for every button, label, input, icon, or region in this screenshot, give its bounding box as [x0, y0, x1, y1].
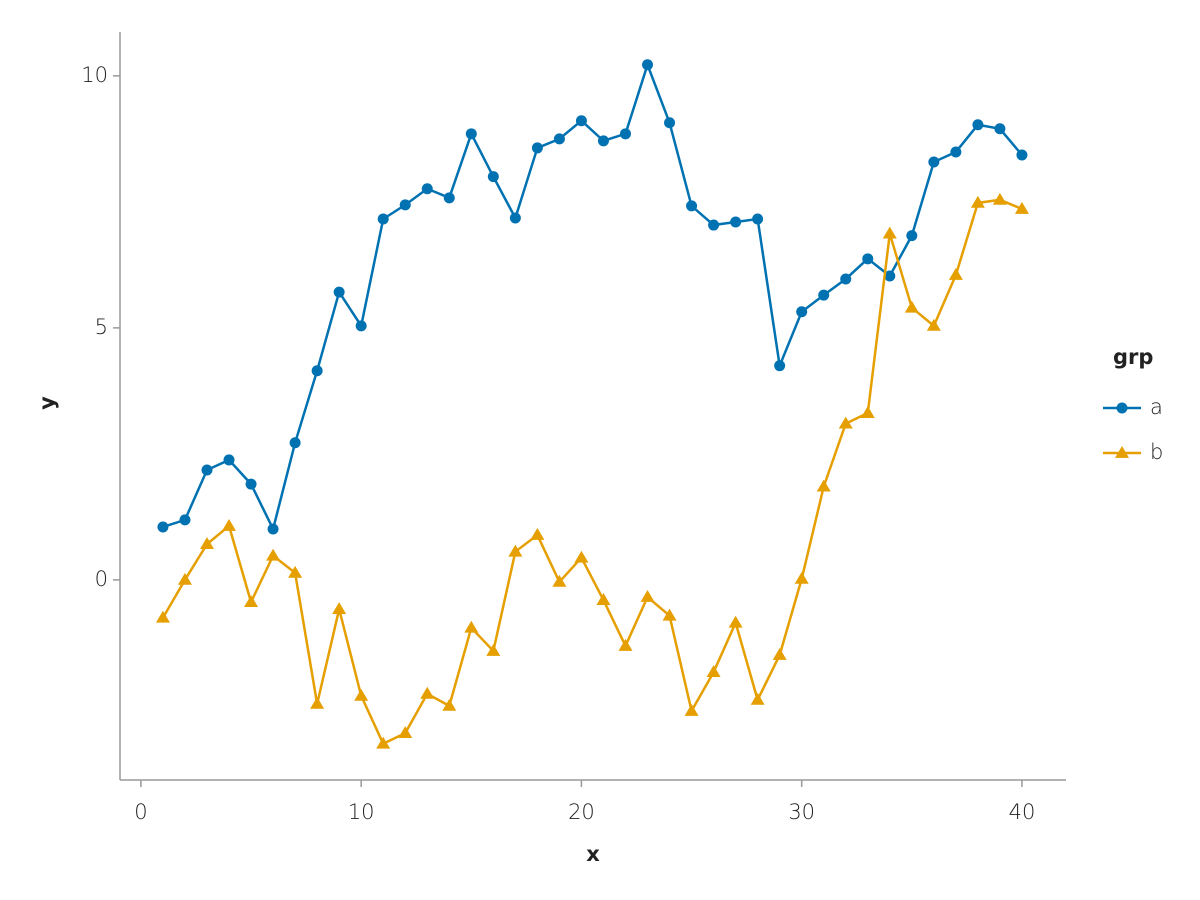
marker [442, 698, 457, 711]
marker [840, 273, 852, 285]
marker [398, 726, 413, 739]
marker [509, 212, 521, 224]
marker [948, 267, 963, 280]
legend-label: b [1150, 440, 1163, 464]
marker [266, 548, 281, 561]
marker [1014, 201, 1029, 214]
marker [992, 192, 1007, 205]
marker [465, 128, 477, 140]
marker [838, 416, 853, 429]
x-tick-label: 20 [568, 800, 595, 824]
marker [574, 550, 589, 563]
marker [201, 464, 213, 476]
marker [487, 171, 499, 183]
marker [642, 59, 654, 71]
marker [970, 195, 985, 208]
marker [553, 133, 565, 145]
marker [664, 117, 676, 129]
marker [508, 544, 523, 557]
marker [245, 478, 257, 490]
y-tick-label: 0 [95, 567, 108, 591]
marker [752, 213, 764, 225]
marker [530, 528, 545, 540]
marker [860, 406, 875, 418]
marker [464, 620, 479, 633]
legend-marker [1115, 446, 1129, 458]
x-tick-label: 30 [788, 800, 815, 824]
marker [928, 156, 940, 168]
marker [596, 593, 611, 605]
marker [1016, 149, 1028, 161]
marker [597, 135, 609, 147]
marker [728, 615, 743, 628]
marker [575, 115, 587, 127]
marker [994, 123, 1006, 135]
legend-label: a [1150, 395, 1163, 419]
marker [818, 289, 830, 301]
x-tick-label: 10 [348, 800, 375, 824]
marker [618, 638, 633, 651]
x-tick-label: 0 [134, 800, 147, 824]
marker [774, 360, 786, 372]
marker [552, 574, 567, 587]
marker [267, 523, 279, 535]
marker [310, 696, 325, 709]
marker [222, 518, 237, 531]
marker [333, 286, 345, 298]
marker [177, 572, 192, 585]
y-tick-label: 5 [95, 315, 108, 339]
marker [354, 688, 369, 701]
marker [155, 610, 170, 623]
marker [882, 226, 897, 239]
marker [399, 199, 411, 211]
x-axis-label: x [586, 842, 600, 866]
marker [862, 253, 874, 265]
legend-marker [1116, 402, 1128, 414]
marker [884, 270, 896, 282]
marker [904, 300, 919, 313]
marker [972, 119, 984, 131]
marker [443, 192, 455, 204]
marker [772, 647, 787, 660]
marker [288, 565, 303, 578]
marker [311, 365, 323, 377]
marker [355, 320, 367, 332]
series-line [161, 198, 1023, 746]
marker [906, 230, 918, 242]
marker [486, 643, 501, 656]
marker [421, 183, 433, 195]
marker [926, 318, 941, 331]
marker [950, 146, 962, 158]
marker [420, 686, 435, 699]
marker [244, 595, 259, 607]
marker [684, 703, 699, 716]
legend-title: grp [1113, 345, 1153, 369]
marker [750, 692, 765, 705]
marker [157, 521, 169, 533]
marker [179, 514, 191, 526]
marker [531, 142, 543, 154]
marker [794, 571, 809, 584]
y-tick-label: 10 [81, 63, 108, 87]
y-axis-label: y [35, 396, 59, 410]
marker [730, 216, 742, 228]
x-tick-label: 40 [1009, 800, 1036, 824]
marker [377, 213, 389, 225]
marker [708, 219, 720, 231]
marker [640, 590, 655, 602]
marker [796, 306, 808, 318]
marker [662, 608, 677, 621]
marker [816, 479, 831, 492]
series-line [162, 60, 1023, 533]
marker [223, 454, 235, 466]
marker [376, 736, 391, 749]
marker [332, 602, 347, 615]
marker [619, 128, 631, 140]
marker [706, 665, 721, 678]
marker [289, 437, 301, 449]
marker [200, 537, 215, 550]
marker [686, 200, 698, 212]
